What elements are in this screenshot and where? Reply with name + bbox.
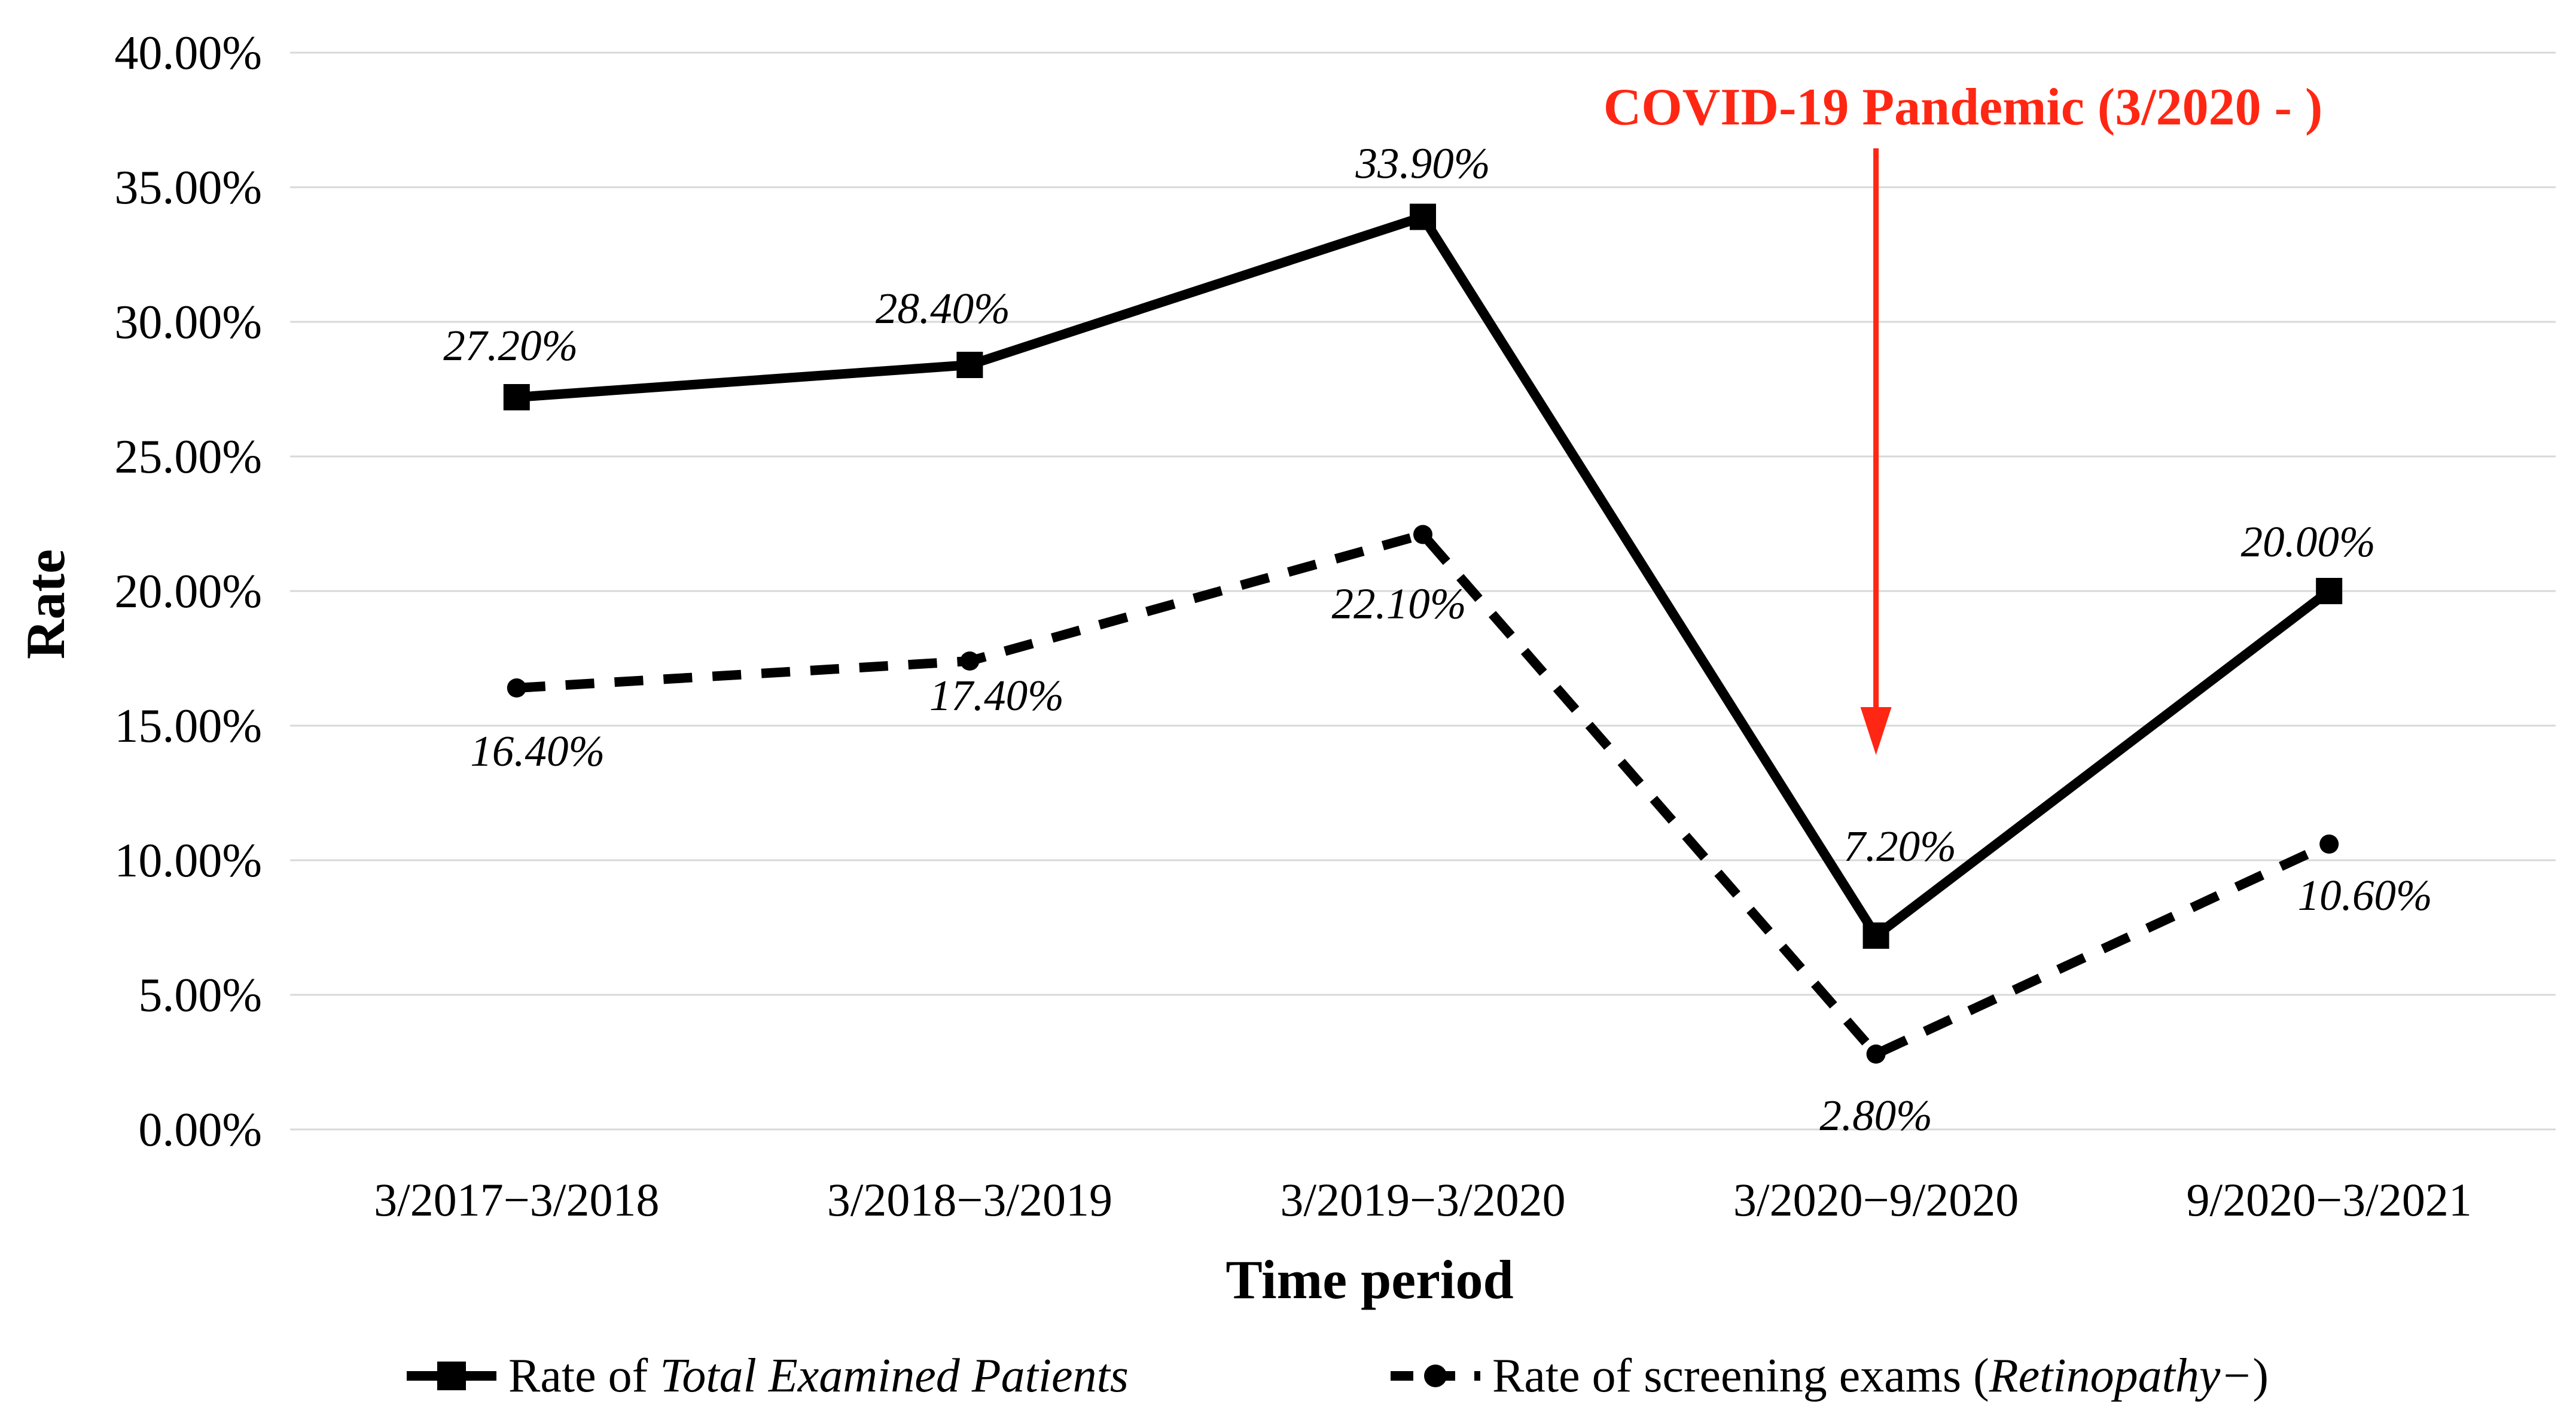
data-label: 20.00% — [2241, 517, 2376, 566]
legend-label-italic: Retinopathy− — [1989, 1349, 2253, 1402]
square-data-point-marker — [1410, 203, 1436, 230]
circle-data-point-marker — [960, 651, 980, 671]
x-axis-title: Time period — [1225, 1249, 1514, 1310]
circle-data-point-marker — [507, 678, 526, 698]
data-label: 27.20% — [443, 321, 578, 370]
legend-label: Rate of screening exams (Retinopathy−) — [1492, 1349, 2269, 1403]
x-tick-label: 9/2020−3/2021 — [2187, 1174, 2472, 1226]
y-tick-label: 35.00% — [114, 162, 262, 214]
solid-line-square-legend-icon — [407, 1362, 496, 1390]
x-tick-label: 3/2020−9/2020 — [1733, 1174, 2019, 1226]
annotation-text: COVID-19 Pandemic (3/2020 - ) — [1603, 78, 2323, 136]
legend-label: Rate of Total Examined Patients — [508, 1349, 1129, 1403]
legend-label-prefix: Rate of screening exams ( — [1492, 1349, 1989, 1402]
square-data-point-marker — [2316, 578, 2343, 604]
circle-data-point-marker — [1413, 525, 1432, 544]
circle-data-point-marker — [2319, 835, 2339, 854]
data-label: 2.80% — [1819, 1091, 1932, 1140]
series-line-dashed — [516, 529, 2331, 1060]
y-tick-label: 40.00% — [114, 27, 262, 80]
dashed-line-circle-legend-icon — [1391, 1365, 1480, 1387]
y-axis-title: Rate — [15, 549, 76, 659]
legend-label-suffix: ) — [2252, 1349, 2269, 1402]
x-tick-label: 3/2018−3/2019 — [827, 1174, 1112, 1226]
y-tick-label: 20.00% — [114, 565, 262, 618]
data-label: 33.90% — [1355, 139, 1490, 188]
square-data-point-marker — [956, 352, 983, 378]
circle-data-point-marker — [1866, 1044, 1886, 1064]
data-label: 10.60% — [2298, 871, 2432, 919]
square-data-point-marker — [503, 384, 530, 410]
data-label: 16.40% — [470, 727, 605, 775]
y-tick-label: 15.00% — [114, 700, 262, 753]
y-tick-label: 10.00% — [114, 835, 262, 887]
data-label: 28.40% — [876, 284, 1010, 333]
legend-entry-total-examined-patients: Rate of Total Examined Patients — [407, 1345, 1129, 1407]
square-data-point-marker — [1862, 922, 1889, 949]
y-tick-label: 5.00% — [138, 969, 262, 1022]
series-line-solid — [516, 211, 2333, 943]
y-tick-label: 30.00% — [114, 296, 262, 349]
data-label: 22.10% — [1331, 580, 1466, 628]
data-label: 7.20% — [1843, 822, 1956, 870]
legend-entry-screening-exams: Rate of screening exams (Retinopathy−) — [1391, 1345, 2269, 1407]
x-tick-label: 3/2017−3/2018 — [374, 1174, 659, 1226]
x-tick-label: 3/2019−3/2020 — [1280, 1174, 1565, 1226]
legend-label-prefix: Rate of — [508, 1349, 660, 1402]
annotation-arrowhead-icon — [1860, 707, 1892, 755]
y-tick-label: 25.00% — [114, 431, 262, 483]
data-label: 17.40% — [929, 671, 1064, 720]
y-tick-label: 0.00% — [138, 1104, 262, 1156]
legend-label-italic: Total Examined Patients — [660, 1349, 1129, 1402]
